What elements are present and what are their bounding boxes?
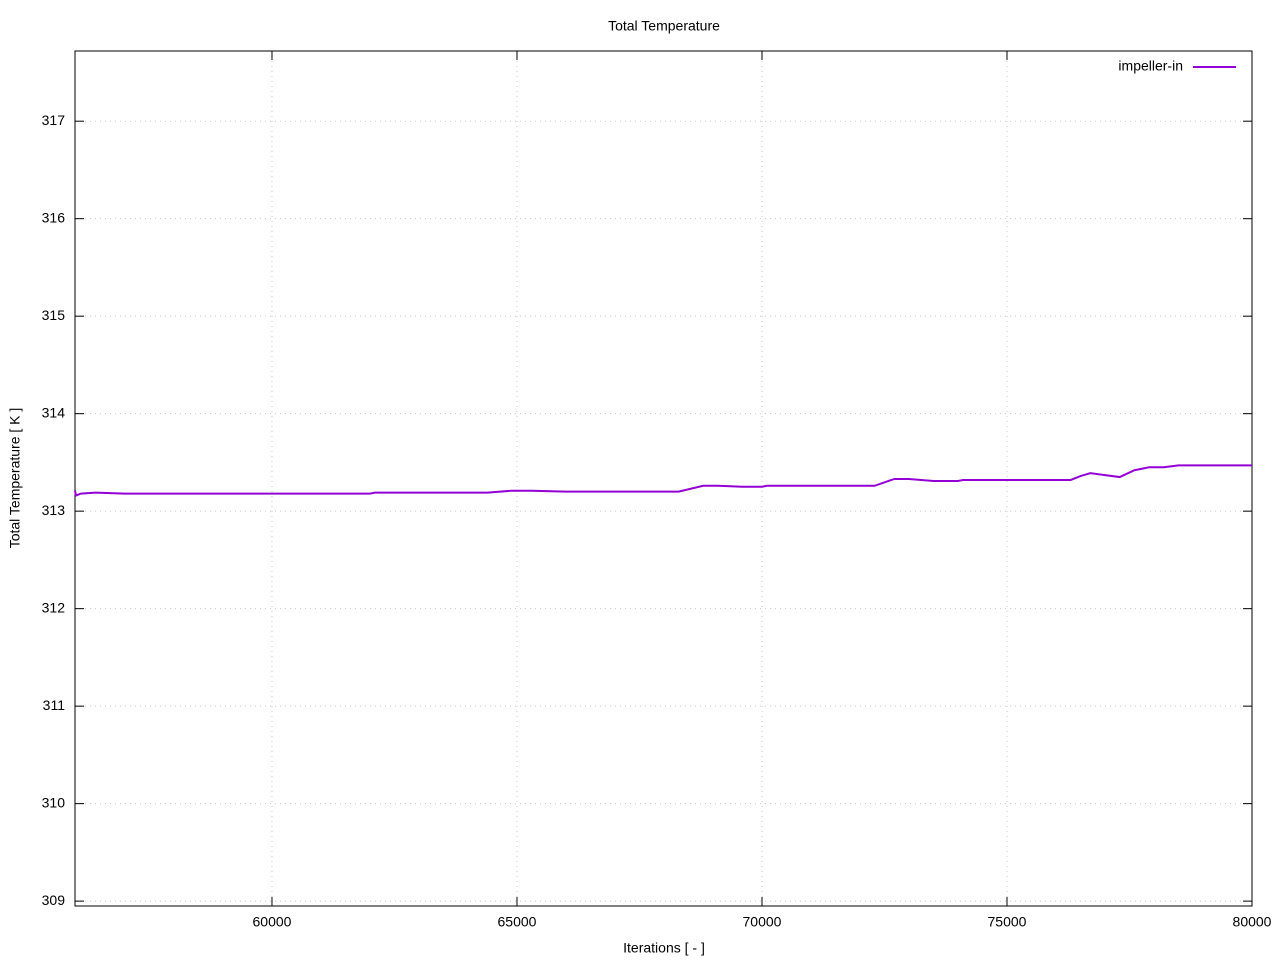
y-tick-label: 310 <box>42 794 66 810</box>
x-axis-label: Iterations [ - ] <box>623 940 705 956</box>
x-tick-label: 75000 <box>988 914 1027 930</box>
plot-frame <box>74 50 1253 907</box>
y-tick-label: 313 <box>42 502 66 518</box>
y-tick-label: 312 <box>42 599 66 615</box>
y-axis-label: Total Temperature [ K ] <box>7 408 23 549</box>
y-tick-label: 315 <box>42 307 66 323</box>
y-tick-label: 311 <box>43 697 66 713</box>
x-tick-label: 60000 <box>253 914 292 930</box>
y-tick-label: 316 <box>42 209 66 225</box>
x-tick-label: 80000 <box>1233 914 1272 930</box>
chart-title: Total Temperature <box>608 18 720 34</box>
y-tick-label: 314 <box>42 404 66 420</box>
x-tick-label: 70000 <box>743 914 782 930</box>
x-tick-label: 65000 <box>498 914 537 930</box>
data-line <box>74 464 1252 497</box>
legend-label: impeller-in <box>1118 58 1183 74</box>
y-tick-label: 317 <box>42 112 66 128</box>
y-tick-label: 309 <box>42 892 66 908</box>
